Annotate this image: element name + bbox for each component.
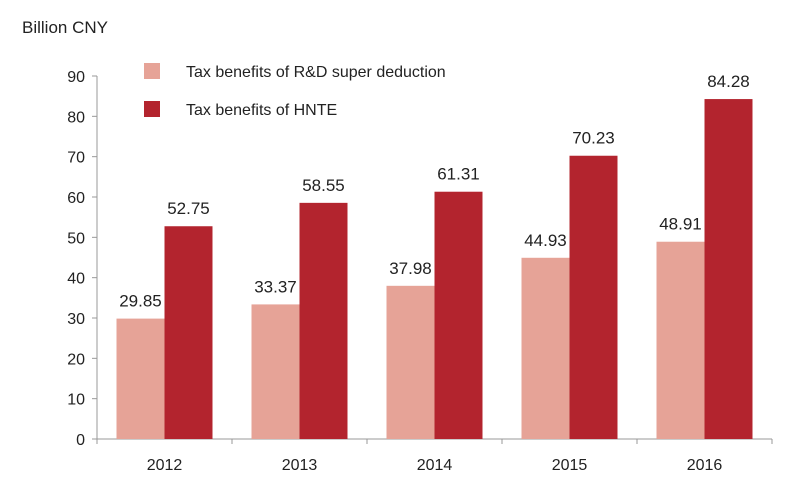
bar-rd-super-deduction — [521, 257, 570, 439]
x-tick-label: 2016 — [687, 457, 723, 474]
y-tick-label: 0 — [76, 432, 85, 449]
y-tick-label: 70 — [67, 150, 85, 167]
x-tick-label: 2012 — [147, 457, 183, 474]
bar-rd-super-deduction — [251, 304, 300, 439]
bar-hnte — [704, 99, 753, 439]
x-tick-label: 2015 — [552, 457, 588, 474]
legend-swatch — [144, 63, 160, 79]
data-label: 37.98 — [389, 259, 432, 278]
y-tick-label: 60 — [67, 190, 85, 207]
y-tick-label: 50 — [67, 230, 85, 247]
data-label: 52.75 — [167, 199, 210, 218]
bar-hnte — [164, 226, 213, 439]
y-tick-label: 20 — [67, 351, 85, 368]
y-tick-label: 90 — [67, 69, 85, 86]
bar-rd-super-deduction — [386, 285, 435, 439]
legend-label: Tax benefits of R&D super deduction — [186, 64, 446, 81]
bar-hnte — [299, 202, 348, 439]
y-tick-label: 40 — [67, 271, 85, 288]
y-tick-label: 80 — [67, 109, 85, 126]
data-label: 70.23 — [572, 129, 615, 148]
data-label: 58.55 — [302, 176, 345, 195]
x-tick-label: 2013 — [282, 457, 318, 474]
y-tick-label: 30 — [67, 311, 85, 328]
y-axis-unit-label: Billion CNY — [22, 18, 108, 37]
y-tick-label: 10 — [67, 392, 85, 409]
bar-hnte — [434, 191, 483, 439]
data-label: 44.93 — [524, 231, 567, 250]
legend-label: Tax benefits of HNTE — [186, 102, 337, 119]
data-label: 48.91 — [659, 215, 702, 234]
data-label: 84.28 — [707, 72, 750, 91]
bar-rd-super-deduction — [656, 241, 705, 439]
data-label: 61.31 — [437, 165, 480, 184]
bar-rd-super-deduction — [116, 318, 165, 439]
bar-hnte — [569, 155, 618, 439]
x-tick-label: 2014 — [417, 457, 453, 474]
data-label: 29.85 — [119, 292, 162, 311]
legend-swatch — [144, 101, 160, 117]
data-label: 33.37 — [254, 277, 297, 296]
